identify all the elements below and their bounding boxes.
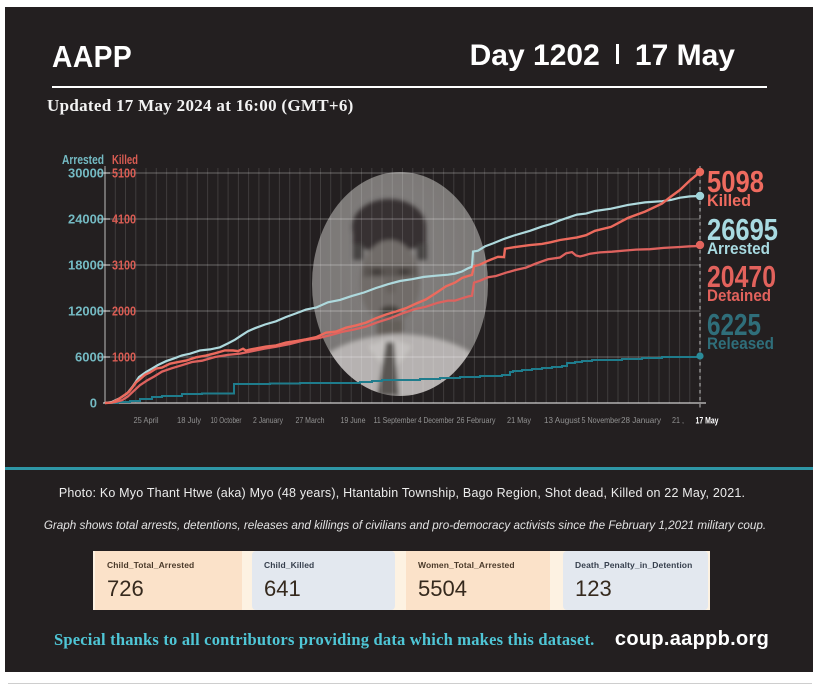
svg-text:21 ,: 21 , [672, 415, 684, 425]
svg-text:26 February: 26 February [457, 415, 497, 425]
svg-text:19 June: 19 June [341, 415, 366, 425]
svg-text:6225: 6225 [707, 307, 761, 342]
svg-text:5098: 5098 [707, 164, 764, 199]
svg-text:11 September: 11 September [374, 415, 417, 425]
svg-text:4 December: 4 December [418, 415, 454, 425]
svg-text:13 August: 13 August [544, 415, 581, 425]
svg-text:10 October: 10 October [211, 415, 242, 425]
svg-text:30000: 30000 [68, 166, 104, 181]
svg-text:28 January: 28 January [621, 415, 662, 425]
svg-text:4100: 4100 [112, 212, 136, 227]
svg-text:5 November: 5 November [582, 415, 621, 425]
svg-text:Killed: Killed [707, 191, 751, 210]
svg-text:3100: 3100 [112, 258, 136, 273]
svg-text:0: 0 [90, 396, 97, 411]
svg-text:1000: 1000 [112, 350, 136, 365]
svg-text:Detained: Detained [707, 286, 771, 305]
svg-text:18 July: 18 July [177, 415, 202, 425]
svg-text:6000: 6000 [75, 350, 104, 365]
svg-text:27 March: 27 March [296, 415, 325, 425]
svg-text:Released: Released [707, 334, 774, 353]
svg-text:2000: 2000 [112, 304, 136, 319]
svg-text:5100: 5100 [112, 166, 136, 181]
svg-text:20470: 20470 [707, 259, 776, 294]
svg-text:Arrested: Arrested [707, 239, 770, 258]
svg-text:18000: 18000 [68, 258, 104, 273]
svg-text:24000: 24000 [68, 212, 104, 227]
svg-text:17 May: 17 May [696, 416, 719, 426]
svg-text:2 January: 2 January [253, 415, 284, 425]
svg-text:26695: 26695 [707, 212, 778, 247]
svg-text:Killed: Killed [112, 153, 138, 167]
svg-text:25 April: 25 April [134, 415, 159, 425]
svg-text:21 May: 21 May [507, 415, 532, 425]
svg-text:Arrested: Arrested [62, 153, 104, 167]
svg-text:12000: 12000 [68, 304, 104, 319]
